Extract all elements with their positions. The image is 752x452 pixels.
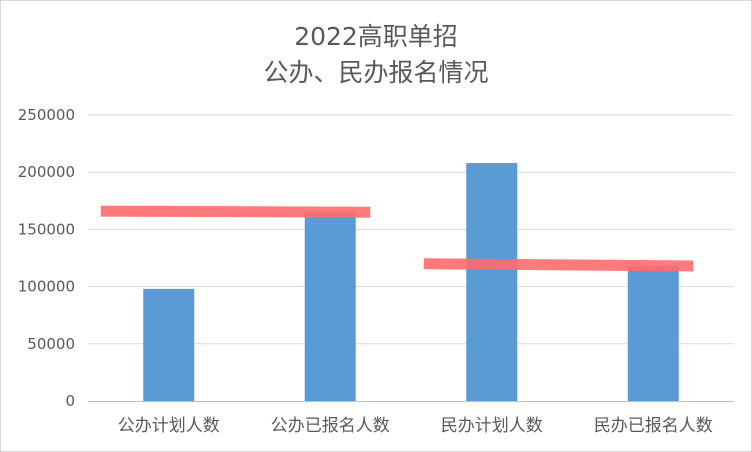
highlight-line — [100, 205, 371, 218]
bar — [627, 266, 679, 401]
y-tick-label: 100000 — [18, 278, 75, 296]
y-axis-tick-labels: 0 50000 100000 150000 200000 250000 — [18, 106, 75, 410]
x-category-label: 公办计划人数 — [118, 416, 220, 436]
bar — [143, 288, 195, 401]
x-axis-category-labels: 公办计划人数 公办已报名人数 民办计划人数 民办已报名人数 — [118, 416, 713, 436]
bars — [143, 163, 679, 401]
highlight-annotations — [100, 205, 694, 272]
y-tick-label: 50000 — [27, 335, 75, 353]
bar — [466, 163, 518, 401]
chart-title-line-1: 2022高职单招 — [294, 22, 458, 51]
chart-title-line-2: 公办、民办报名情况 — [263, 58, 488, 87]
y-tick-label: 150000 — [18, 220, 75, 238]
chart-title: 2022高职单招 公办、民办报名情况 — [263, 22, 488, 87]
x-category-label: 公办已报名人数 — [271, 416, 390, 436]
bar — [304, 212, 356, 401]
y-tick-label: 250000 — [18, 106, 75, 124]
y-tick-label: 0 — [65, 392, 75, 410]
highlight-line — [423, 258, 694, 272]
x-category-label: 民办已报名人数 — [594, 416, 713, 436]
x-category-label: 民办计划人数 — [441, 416, 543, 436]
y-tick-label: 200000 — [18, 163, 75, 181]
gridlines — [88, 114, 734, 345]
